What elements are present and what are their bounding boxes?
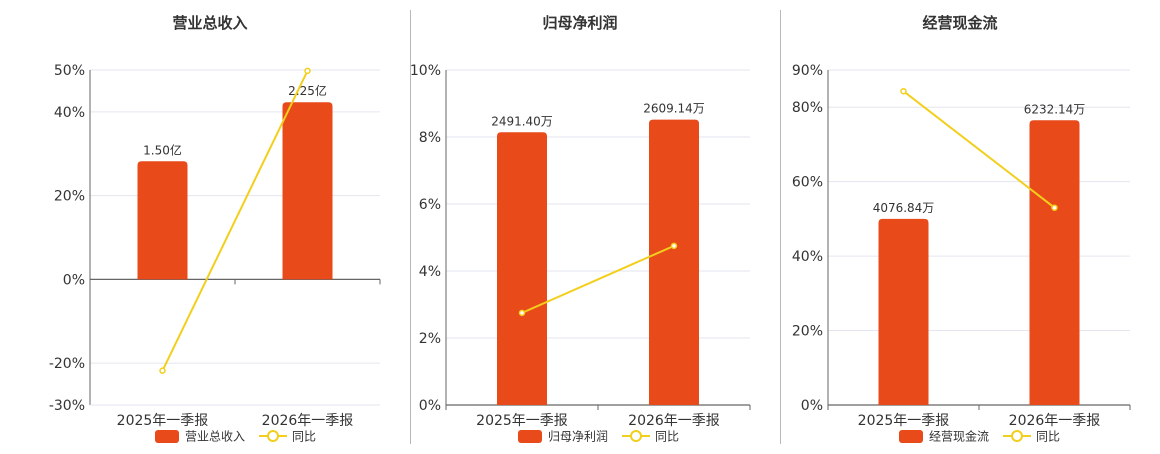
bar-value-label: 6232.14万 — [1024, 102, 1086, 116]
y-tick-label: 6% — [419, 197, 441, 213]
legend-line-marker — [630, 430, 642, 442]
y-tick-label: 40% — [54, 105, 85, 121]
bar-value-label: 2491.40万 — [491, 114, 553, 128]
bar-value-label: 1.50亿 — [143, 142, 182, 157]
y-tick-label: 8% — [419, 130, 441, 146]
net-profit-legend: 归母净利润 同比 — [518, 430, 679, 444]
legend-bar-label: 营业总收入 — [185, 430, 245, 444]
net-profit-chart-panel: 归母净利润 10% 8% 6% 4% 2% 0% 2491.40万 2609.14万 2025年一… — [410, 0, 780, 450]
yoy-point — [159, 367, 166, 374]
y-tick-label: 10% — [411, 63, 441, 79]
yoy-line — [902, 90, 1056, 209]
cashflow-chart-panel: 经营现金流 90% 80% 60% 40% 20% 0% 4076.84万 6232.14万 20… — [781, 0, 1160, 450]
legend-bar-swatch — [155, 430, 179, 443]
revenue-chart: 营业总收入 50% 40% 20% 0% -20% -30% 1.50亿 2.25亿 2025年一… — [49, 14, 381, 444]
cashflow-chart-title: 经营现金流 — [922, 14, 997, 32]
cashflow-bar — [878, 218, 929, 405]
yoy-point — [1051, 204, 1058, 211]
bar-value-label: 2.25亿 — [288, 83, 327, 98]
y-tick-label: 90% — [792, 63, 823, 79]
panel-divider — [410, 10, 411, 444]
x-tick-label: 2025年一季报 — [858, 413, 950, 429]
net-profit-bar — [649, 119, 699, 405]
yoy-point — [518, 309, 526, 317]
y-tick-label: 40% — [792, 249, 823, 265]
y-tick-label: 0% — [63, 272, 85, 288]
x-tick-label: 2026年一季报 — [1009, 413, 1101, 429]
y-tick-label: -20% — [49, 356, 85, 372]
y-tick-label: 50% — [54, 63, 85, 79]
legend-bar-label: 经营现金流 — [929, 429, 989, 444]
y-tick-label: 20% — [54, 189, 85, 205]
cashflow-chart: 经营现金流 90% 80% 60% 40% 20% 0% 4076.84万 6232.14万 20… — [792, 14, 1131, 444]
x-tick-label: 2025年一季报 — [476, 413, 568, 429]
net-profit-chart-title: 归母净利润 — [542, 14, 617, 32]
y-tick-label: -30% — [49, 398, 85, 414]
legend-line-label: 同比 — [292, 430, 316, 444]
revenue-chart-title: 营业总收入 — [172, 14, 247, 32]
net-profit-chart: 归母净利润 10% 8% 6% 4% 2% 0% 2491.40万 2609.14万 2025年一… — [410, 14, 751, 444]
legend-bar-swatch — [899, 430, 923, 443]
legend-bar-label: 归母净利润 — [548, 430, 608, 444]
legend-line-marker — [267, 430, 279, 442]
x-tick-label: 2025年一季报 — [117, 413, 209, 429]
y-tick-label: 0% — [419, 398, 441, 414]
yoy-point — [900, 87, 907, 95]
panel-divider — [780, 10, 781, 444]
yoy-line — [521, 244, 675, 314]
y-tick-label: 4% — [419, 264, 441, 280]
revenue-bar — [282, 102, 333, 280]
y-tick-label: 60% — [792, 175, 823, 191]
x-tick-label: 2026年一季报 — [628, 413, 720, 429]
y-tick-label: 80% — [792, 100, 823, 116]
x-tick-label: 2026年一季报 — [262, 413, 354, 429]
legend-line-label: 同比 — [1036, 430, 1060, 444]
y-tick-label: 20% — [792, 324, 823, 340]
legend-bar-swatch — [518, 430, 542, 443]
bar-value-label: 2609.14万 — [643, 102, 705, 116]
cashflow-bar — [1029, 120, 1080, 405]
cashflow-legend: 经营现金流 同比 — [899, 429, 1060, 444]
yoy-line — [161, 70, 309, 372]
y-tick-label: 2% — [419, 331, 441, 347]
legend-line-marker — [1011, 430, 1023, 442]
net-profit-bar — [497, 132, 547, 405]
revenue-chart-panel: 营业总收入 50% 40% 20% 0% -20% -30% 1.50亿 2.25亿 2025年一… — [0, 0, 410, 450]
bar-value-label: 4076.84万 — [873, 201, 935, 215]
yoy-point — [670, 242, 678, 250]
y-tick-label: 0% — [801, 398, 823, 414]
revenue-legend: 营业总收入 同比 — [155, 430, 316, 444]
legend-line-label: 同比 — [655, 430, 679, 444]
revenue-bar — [137, 161, 188, 280]
yoy-point — [304, 67, 311, 75]
